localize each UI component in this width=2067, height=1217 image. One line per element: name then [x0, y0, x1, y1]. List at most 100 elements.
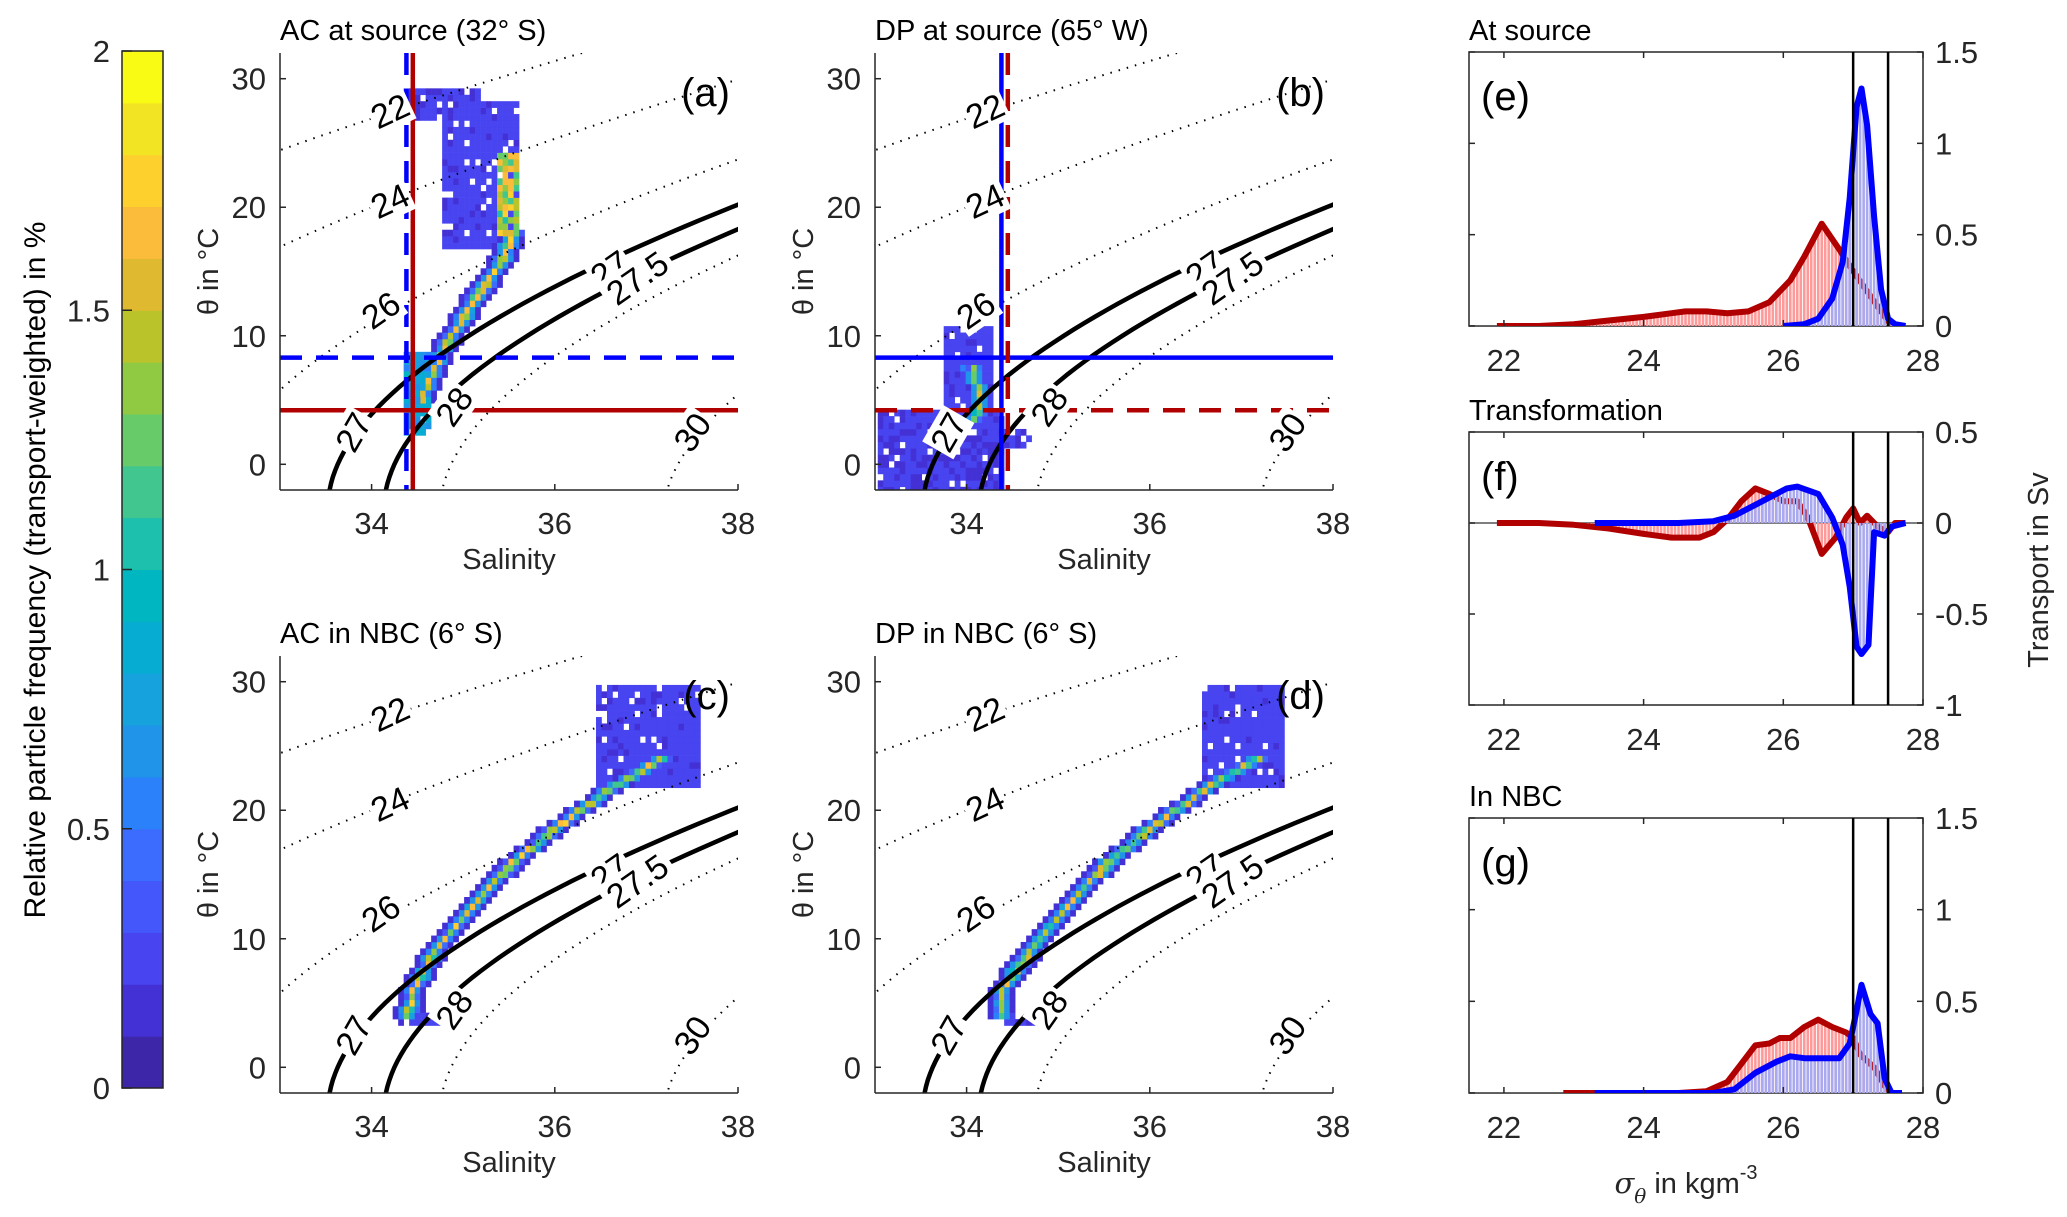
heatmap-cell	[689, 742, 696, 750]
heatmap-cell	[508, 184, 514, 192]
heatmap-cell	[905, 486, 912, 490]
heatmap-cell	[409, 986, 415, 994]
heatmap-cell	[1245, 768, 1252, 776]
heatmap-cell	[469, 139, 476, 147]
heatmap-cell	[1256, 723, 1263, 731]
heatmap-cell	[1070, 909, 1076, 917]
colorbar-tick-label: 0.5	[67, 812, 110, 847]
heatmap-cell	[458, 178, 465, 186]
heatmap-cell	[475, 94, 481, 102]
heatmap-cell	[1251, 762, 1258, 769]
heatmap-cell	[469, 896, 476, 904]
heatmap-cell	[1262, 774, 1269, 782]
heatmap-cell	[1009, 954, 1016, 962]
heatmap-cell	[1251, 723, 1258, 731]
heatmap-cell	[1075, 877, 1082, 885]
heatmap-cell	[894, 435, 901, 443]
heatmap-cell	[650, 723, 657, 731]
heatmap-cell	[1213, 684, 1219, 692]
heatmap-cell	[420, 999, 426, 1007]
heatmap-cell	[420, 107, 426, 115]
heatmap-cell	[453, 191, 459, 198]
heatmap-cell	[1108, 845, 1115, 853]
heatmap-cell	[442, 159, 448, 166]
contour-label: 30	[667, 1009, 720, 1062]
heatmap-cell	[486, 107, 492, 115]
heatmap-cell	[987, 1006, 994, 1013]
y-tick-label: 20	[232, 190, 266, 225]
heatmap-cell	[678, 781, 685, 789]
heatmap-cell	[431, 974, 437, 981]
heatmap-cell	[639, 717, 646, 724]
heatmap-cell	[993, 422, 999, 430]
heatmap-cell	[1278, 684, 1285, 692]
heatmap-cell	[1240, 704, 1247, 711]
heatmap-cell	[502, 191, 509, 198]
heatmap-cell	[431, 1019, 437, 1026]
heatmap-cell	[965, 351, 972, 359]
heatmap-cell	[469, 94, 476, 102]
contour-label: 24	[365, 177, 415, 227]
heatmap-cell	[645, 736, 652, 744]
heatmap-cell	[982, 416, 988, 423]
heatmap-cell	[938, 486, 944, 490]
heatmap-cell	[689, 736, 696, 744]
heatmap-cell	[883, 435, 890, 443]
heatmap-cell	[1240, 717, 1247, 724]
heatmap-cell	[943, 326, 950, 333]
heatmap-cell	[1202, 781, 1208, 789]
heatmap-cell	[639, 723, 646, 731]
heatmap-cell	[1202, 794, 1208, 801]
heatmap-cell	[447, 326, 454, 333]
x-tick-label: 28	[1906, 722, 1940, 757]
heatmap-cell	[971, 332, 977, 340]
heatmap-cell	[486, 255, 492, 263]
heatmap-cell	[965, 480, 972, 488]
heatmap-cell	[998, 1006, 1005, 1013]
heatmap-cell	[612, 781, 619, 789]
heatmap-cell	[541, 845, 547, 853]
y-tick-label: 0	[1935, 506, 1952, 541]
heatmap-cell	[513, 159, 520, 166]
heatmap-cell	[447, 236, 454, 243]
heatmap-cell	[1229, 710, 1236, 718]
heatmap-cell	[661, 684, 668, 692]
heatmap-cell	[436, 935, 443, 943]
heatmap-cell	[1251, 729, 1258, 737]
heatmap-cell	[508, 197, 514, 205]
heatmap-cell	[949, 351, 955, 359]
heatmap-cell	[486, 877, 492, 885]
heatmap-cell	[458, 306, 465, 314]
heatmap-cell	[458, 197, 465, 205]
heatmap-cell	[612, 749, 619, 756]
heatmap-cell	[414, 954, 421, 962]
heatmap-cell	[486, 191, 492, 198]
heatmap-cell	[513, 146, 520, 153]
heatmap-cell	[960, 383, 966, 391]
colorbar-segment	[122, 465, 163, 519]
y-tick-label: 0	[1935, 309, 1952, 344]
heatmap-cell	[1202, 774, 1208, 782]
heatmap-cell	[475, 229, 481, 237]
heatmap-cell	[491, 126, 498, 134]
heatmap-cell	[497, 159, 503, 166]
heatmap-cell	[425, 383, 432, 391]
heatmap-cell	[661, 768, 668, 776]
heatmap-cell	[508, 858, 514, 866]
heatmap-cell	[1070, 896, 1076, 904]
heatmap-cell	[1202, 710, 1208, 718]
heatmap-cell	[1004, 1019, 1010, 1026]
heatmap-cell	[442, 929, 448, 936]
heatmap-cell	[497, 281, 503, 288]
heatmap-cell	[458, 903, 465, 911]
heatmap-cell	[458, 101, 465, 108]
heatmap-cell	[502, 139, 509, 147]
heatmap-cell	[453, 204, 459, 211]
heatmap-cell	[508, 114, 514, 121]
contour-label: 22	[365, 690, 415, 740]
heatmap-cell	[1015, 441, 1021, 449]
heatmap-cell	[541, 839, 547, 846]
heatmap-cell	[469, 281, 476, 288]
heatmap-cell	[612, 742, 619, 750]
